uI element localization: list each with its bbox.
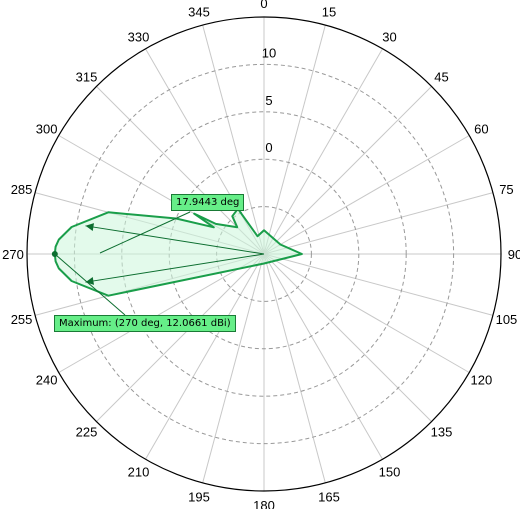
angle-label-90: 90 [508,247,520,262]
spoke-150 [263,253,383,460]
spoke-240 [58,253,265,373]
ring-label-10: 10 [262,45,276,60]
angle-label-195: 195 [188,489,210,504]
ring-label-5: 5 [265,93,272,108]
angle-label-135: 135 [431,424,453,439]
angle-label-210: 210 [128,464,150,479]
spoke-45 [263,86,432,255]
spoke-225 [96,253,265,422]
max-leader [54,253,126,316]
spoke-75 [263,192,494,255]
angle-label-300: 300 [36,122,58,137]
spoke-135 [263,253,432,422]
beam-edge-2 [85,225,265,255]
angle-label-345: 345 [188,5,210,20]
angle-label-225: 225 [76,424,98,439]
angle-label-270: 270 [2,247,24,262]
annotations [54,211,265,316]
spoke-120 [263,253,470,373]
maximum-callout: Maximum: (270 deg, 12.0661 dBi) [54,315,236,332]
angle-label-45: 45 [434,70,448,85]
outer-ring [26,16,502,492]
spoke-165 [263,253,326,484]
angle-label-150: 150 [379,464,401,479]
angle-label-60: 60 [474,122,488,137]
angle-label-120: 120 [471,373,493,388]
ring-label-0: 0 [265,140,272,155]
beam-edge-1 [85,253,265,283]
beam-arrow-2 [85,223,94,232]
beam-arrow-1 [85,276,94,285]
spoke-30 [263,48,383,255]
spoke-210 [145,253,265,460]
angle-label-315: 315 [76,70,98,85]
angle-label-180: 180 [253,498,275,509]
angle-label-165: 165 [318,489,340,504]
angle-label-30: 30 [382,30,396,45]
spoke-60 [263,135,470,255]
ring-5 [121,111,407,397]
spoke-15 [263,24,326,255]
angle-label-285: 285 [11,182,33,197]
angle-label-240: 240 [36,373,58,388]
angle-label-15: 15 [322,5,336,20]
spoke-105 [263,253,494,316]
angle-label-75: 75 [499,182,513,197]
beam-leader [99,211,191,254]
spoke-195 [202,253,265,484]
angle-label-255: 255 [11,312,33,327]
spoke-345 [202,24,265,255]
angle-label-105: 105 [496,312,518,327]
angle-label-330: 330 [128,30,150,45]
beamwidth-callout: 17.9443 deg [171,194,245,211]
angle-label-0: 0 [260,0,267,11]
